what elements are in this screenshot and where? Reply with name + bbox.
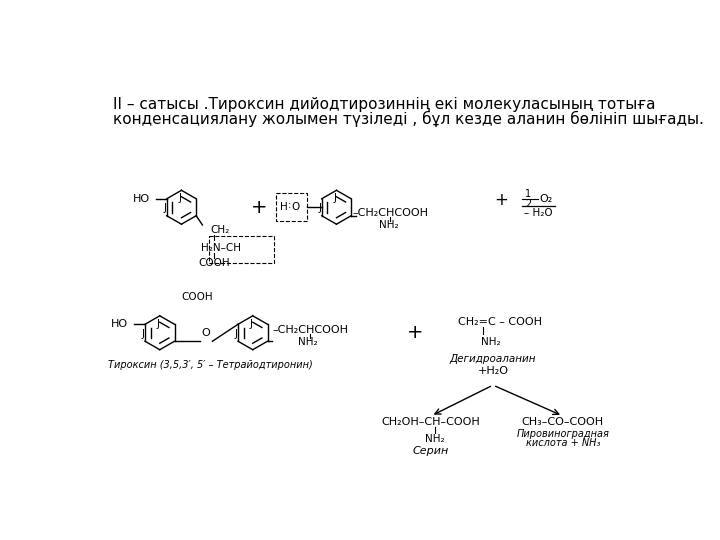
Text: O: O <box>202 328 211 338</box>
Text: NH₂: NH₂ <box>482 337 501 347</box>
Text: J: J <box>333 193 336 203</box>
Text: CH₂: CH₂ <box>210 225 230 234</box>
Text: конденсациялану жолымен түзіледі , бұл кезде аланин бөлініп шығады.: конденсациялану жолымен түзіледі , бұл к… <box>113 111 704 127</box>
Text: NH₂: NH₂ <box>425 434 445 444</box>
Text: CH₂OH–CH–COOH: CH₂OH–CH–COOH <box>382 417 480 427</box>
Text: – H₂O: – H₂O <box>523 208 552 218</box>
Text: Дегидроаланин: Дегидроаланин <box>450 354 536 364</box>
Text: COOH: COOH <box>198 259 230 268</box>
Bar <box>209 236 274 262</box>
Text: ІІ – сатысы .Тироксин дийодтирозиннің екі молекуласының тотыға: ІІ – сатысы .Тироксин дийодтирозиннің ек… <box>113 97 656 112</box>
Text: CH₂=C – COOH: CH₂=C – COOH <box>458 317 542 327</box>
Text: J: J <box>157 319 160 328</box>
Text: J: J <box>179 193 181 203</box>
Text: Тироксин (3,5,3′, 5′ – Тетрайодтиронин): Тироксин (3,5,3′, 5′ – Тетрайодтиронин) <box>108 360 312 370</box>
Bar <box>276 193 307 221</box>
Text: HO: HO <box>132 194 150 204</box>
Text: J: J <box>250 319 253 328</box>
Text: H: H <box>280 202 287 212</box>
Text: Серин: Серин <box>413 447 449 456</box>
Text: Пировиноградная: Пировиноградная <box>516 429 609 440</box>
Text: кислота + NH₃: кислота + NH₃ <box>526 438 600 448</box>
Text: NH₂: NH₂ <box>379 220 398 230</box>
Text: O₂: O₂ <box>539 194 553 204</box>
Text: J: J <box>142 328 145 339</box>
Text: +: + <box>251 198 267 217</box>
Text: J: J <box>163 203 166 213</box>
Text: O: O <box>292 202 300 212</box>
Text: H₂N–CH: H₂N–CH <box>201 243 241 253</box>
Text: J: J <box>319 203 322 213</box>
Text: –CH₂CHCOOH: –CH₂CHCOOH <box>352 208 428 218</box>
Text: –CH₂CHCOOH: –CH₂CHCOOH <box>272 325 348 335</box>
Text: HO: HO <box>111 319 128 329</box>
Text: :: : <box>288 200 292 210</box>
Text: +: + <box>408 323 424 342</box>
Text: COOH: COOH <box>181 292 213 302</box>
Text: +: + <box>494 191 508 208</box>
Text: 2: 2 <box>525 199 531 209</box>
Text: J: J <box>235 328 238 339</box>
Text: +H₂O: +H₂O <box>477 366 508 376</box>
Text: 1: 1 <box>525 189 531 199</box>
Text: CH₃–CO–COOH: CH₃–CO–COOH <box>522 417 604 427</box>
Text: NH₂: NH₂ <box>298 337 318 347</box>
